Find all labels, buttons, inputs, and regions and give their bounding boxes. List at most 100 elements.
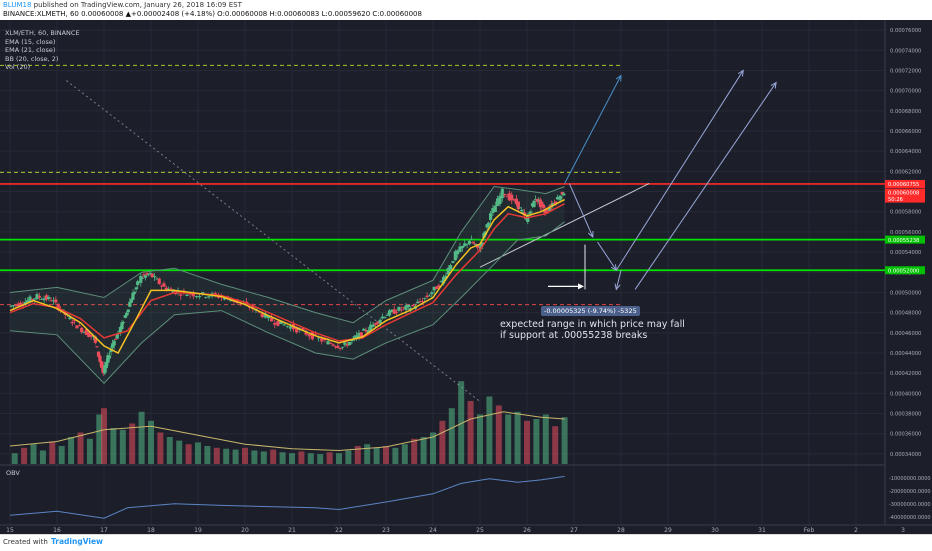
candle-body — [142, 274, 146, 276]
candle-body — [555, 197, 560, 200]
footer-bar: Created with TradingView — [0, 534, 932, 551]
obv-tick-label: -40000000.0000 — [889, 515, 931, 521]
candle-body — [532, 200, 536, 208]
candle-body — [28, 296, 32, 303]
volume-bar — [561, 417, 568, 464]
legend-ema15[interactable]: EMA (15, close) — [5, 37, 56, 46]
obv-pane-label[interactable]: OBV — [6, 469, 20, 477]
price-chart[interactable]: 0.00076000 0.00074000 0.00072000 0.00070000… — [0, 20, 932, 534]
candle-body — [89, 334, 93, 337]
volume-bar — [138, 411, 145, 464]
candle-body — [123, 315, 127, 318]
price-tick-label: 0.00054000 — [890, 250, 921, 256]
candle-body — [197, 296, 202, 298]
volume-bar — [345, 450, 352, 464]
volume-bar — [467, 401, 474, 464]
candle-body — [251, 305, 255, 310]
candle-body — [399, 309, 403, 311]
candle-body — [456, 250, 460, 255]
projection-arrow-head — [587, 230, 594, 239]
time-tick-label: 15 — [6, 527, 14, 534]
candle-body — [387, 310, 392, 316]
legend-bollinger[interactable]: BB (20, close, 2) — [5, 54, 59, 63]
price-tick-label: 0.00076000 — [890, 28, 921, 34]
candle-body — [33, 298, 37, 300]
volume-bar — [373, 447, 380, 464]
projection-arrow — [568, 183, 594, 238]
candle-body — [439, 280, 443, 282]
candle-body — [333, 346, 338, 348]
volume-bar — [58, 446, 65, 464]
candle-body — [121, 322, 126, 323]
obv-tick-label: -30000000.0000 — [889, 502, 931, 508]
volume-bar — [195, 442, 201, 464]
volume-bar — [21, 447, 28, 464]
candle-body — [87, 332, 91, 338]
candle-body — [385, 315, 389, 317]
candle-body — [140, 277, 144, 279]
candle-body — [145, 273, 149, 275]
candle-body — [229, 299, 233, 302]
candle-body — [512, 199, 516, 201]
candle-body — [505, 196, 509, 198]
candle-body — [392, 309, 396, 314]
candle-body — [474, 244, 478, 245]
candle-body — [204, 297, 208, 298]
volume-bar — [364, 444, 371, 464]
candle-body — [47, 296, 51, 299]
volume-bar — [298, 451, 305, 464]
volume-ma-line — [9, 411, 565, 452]
candle-body — [340, 346, 345, 348]
candle-body — [126, 309, 130, 313]
candle-body — [213, 292, 217, 295]
projection-arrow — [564, 75, 622, 184]
candle-body — [44, 295, 49, 300]
candle-body — [176, 291, 180, 293]
candle-body — [383, 316, 387, 318]
price-tick-label: 0.00056000 — [890, 230, 921, 236]
candle-body — [411, 304, 415, 307]
candle-body — [235, 299, 239, 303]
candle-body — [458, 246, 462, 252]
candle-body — [476, 244, 480, 248]
time-tick-label: Feb — [804, 527, 815, 534]
volume-bar — [430, 432, 436, 464]
candle-body — [423, 297, 427, 299]
volume-bar — [458, 381, 465, 464]
volume-bar — [204, 446, 211, 464]
candle-body — [56, 304, 60, 310]
price-tick-label: 0.00048000 — [890, 311, 921, 317]
candle-body — [51, 300, 56, 302]
candle-body — [304, 331, 308, 335]
candle-body — [70, 321, 74, 324]
legend-symbol[interactable]: XLM/ETH, 60, BINANCE — [5, 29, 80, 37]
volume-bar — [439, 420, 446, 464]
chart-area[interactable]: 0.00076000 0.00074000 0.00072000 0.00070000… — [0, 20, 932, 534]
candle-body — [310, 332, 314, 340]
tradingview-logo[interactable]: TradingView — [51, 537, 103, 546]
candle-body — [179, 294, 183, 296]
time-tick-label: 21 — [288, 527, 296, 534]
candle-body — [366, 330, 370, 333]
candle-body — [562, 193, 566, 196]
time-tick-label: 17 — [100, 527, 108, 534]
candle-body — [371, 324, 375, 327]
volume-bar — [383, 446, 389, 464]
legend-volume[interactable]: Vol (20) — [5, 63, 31, 72]
candle-body — [18, 302, 23, 306]
candle-body — [152, 276, 157, 278]
candle-body — [503, 194, 507, 196]
volume-bar — [326, 452, 333, 464]
candle-body — [143, 275, 148, 278]
measure-badge: -0.00005325 (-9.74%) -5325 — [541, 306, 640, 316]
volume-bar — [514, 411, 521, 464]
candle-body — [451, 260, 455, 263]
candle-body — [30, 299, 34, 301]
legend-ema21[interactable]: EMA (21, close) — [5, 46, 56, 55]
bollinger-upper — [9, 185, 565, 324]
candle-body — [96, 351, 101, 357]
candle-body — [279, 320, 283, 324]
price-tick-label: 0.00044000 — [890, 351, 921, 357]
publisher-username[interactable]: BLUM18 — [3, 1, 32, 9]
time-tick-label: 19 — [194, 527, 202, 534]
